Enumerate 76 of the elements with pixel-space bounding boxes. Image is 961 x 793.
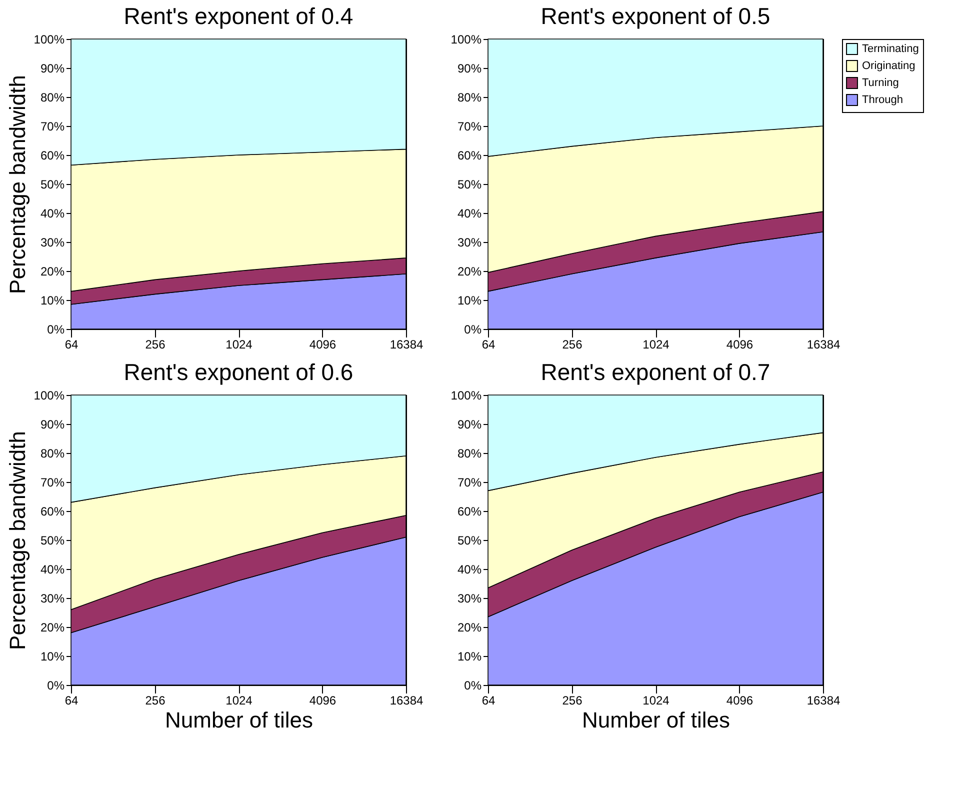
y-tick-label: 50% bbox=[457, 534, 482, 548]
x-tick-label: 256 bbox=[562, 694, 583, 708]
y-tick-label: 20% bbox=[40, 264, 65, 278]
x-tick-label: 4096 bbox=[309, 338, 336, 352]
y-tick-label: 80% bbox=[457, 90, 482, 104]
y-tick-label: 40% bbox=[40, 562, 65, 576]
y-tick-label: 10% bbox=[457, 294, 482, 308]
y-tick-label: 0% bbox=[464, 678, 482, 692]
y-tick-label: 80% bbox=[40, 90, 65, 104]
y-tick-label: 40% bbox=[40, 206, 65, 220]
y-tick-label: 50% bbox=[40, 178, 65, 192]
y-tick-label: 60% bbox=[40, 148, 65, 162]
x-axis-title: Number of tiles bbox=[165, 708, 313, 732]
y-tick-label: 0% bbox=[47, 678, 65, 692]
y-tick-label: 90% bbox=[457, 62, 482, 76]
y-tick-label: 80% bbox=[457, 446, 482, 460]
y-tick-label: 80% bbox=[40, 446, 65, 460]
y-tick-label: 70% bbox=[457, 120, 482, 134]
chart-title: Rent's exponent of 0.7 bbox=[540, 359, 770, 385]
y-tick-label: 90% bbox=[457, 418, 482, 432]
y-tick-label: 0% bbox=[47, 322, 65, 336]
x-tick-label: 256 bbox=[562, 338, 583, 352]
x-axis-title: Number of tiles bbox=[582, 708, 730, 732]
y-tick-label: 30% bbox=[457, 592, 482, 606]
y-tick-label: 20% bbox=[40, 620, 65, 634]
x-tick-label: 16384 bbox=[390, 694, 424, 708]
y-tick-label: 10% bbox=[40, 294, 65, 308]
chart-title: Rent's exponent of 0.5 bbox=[540, 3, 770, 29]
y-tick-label: 20% bbox=[457, 620, 482, 634]
y-tick-label: 10% bbox=[457, 650, 482, 664]
x-tick-label: 256 bbox=[145, 694, 166, 708]
y-tick-label: 50% bbox=[40, 534, 65, 548]
y-tick-label: 30% bbox=[40, 592, 65, 606]
y-tick-label: 60% bbox=[457, 148, 482, 162]
x-tick-label: 256 bbox=[145, 338, 166, 352]
y-tick-label: 60% bbox=[40, 504, 65, 518]
x-tick-label: 64 bbox=[64, 694, 78, 708]
legend-label: Turning bbox=[862, 77, 899, 89]
y-tick-label: 30% bbox=[457, 236, 482, 250]
legend-label: Originating bbox=[862, 60, 916, 72]
y-tick-label: 100% bbox=[34, 32, 65, 46]
y-tick-label: 10% bbox=[40, 650, 65, 664]
x-tick-label: 64 bbox=[482, 338, 496, 352]
y-tick-label: 0% bbox=[464, 322, 482, 336]
x-tick-label: 4096 bbox=[726, 338, 754, 352]
y-tick-label: 100% bbox=[34, 388, 65, 402]
y-tick-label: 90% bbox=[40, 62, 65, 76]
legend-label: Terminating bbox=[862, 43, 919, 55]
y-tick-label: 60% bbox=[457, 504, 482, 518]
x-tick-label: 4096 bbox=[726, 694, 754, 708]
y-axis-title: Percentage bandwidth bbox=[4, 431, 30, 650]
y-tick-label: 70% bbox=[40, 476, 65, 490]
y-tick-label: 90% bbox=[40, 418, 65, 432]
x-tick-label: 1024 bbox=[226, 694, 253, 708]
y-tick-label: 70% bbox=[40, 120, 65, 134]
y-tick-label: 50% bbox=[457, 178, 482, 192]
x-tick-label: 16384 bbox=[806, 338, 841, 352]
x-tick-label: 64 bbox=[64, 338, 78, 352]
y-tick-label: 70% bbox=[457, 476, 482, 490]
y-tick-label: 20% bbox=[457, 264, 482, 278]
x-tick-label: 64 bbox=[482, 694, 496, 708]
y-tick-label: 30% bbox=[40, 236, 65, 250]
x-tick-label: 16384 bbox=[390, 338, 424, 352]
x-tick-label: 4096 bbox=[309, 694, 336, 708]
x-tick-label: 16384 bbox=[806, 694, 841, 708]
x-tick-label: 1024 bbox=[226, 338, 253, 352]
y-tick-label: 100% bbox=[450, 32, 482, 46]
y-tick-label: 40% bbox=[457, 562, 482, 576]
chart-title: Rent's exponent of 0.6 bbox=[124, 359, 354, 385]
x-tick-label: 1024 bbox=[642, 694, 670, 708]
x-tick-label: 1024 bbox=[642, 338, 670, 352]
legend-label: Through bbox=[862, 94, 903, 106]
y-tick-label: 40% bbox=[457, 206, 482, 220]
y-tick-label: 100% bbox=[450, 388, 482, 402]
chart-title: Rent's exponent of 0.4 bbox=[124, 3, 354, 29]
y-axis-title: Percentage bandwidth bbox=[4, 75, 30, 294]
